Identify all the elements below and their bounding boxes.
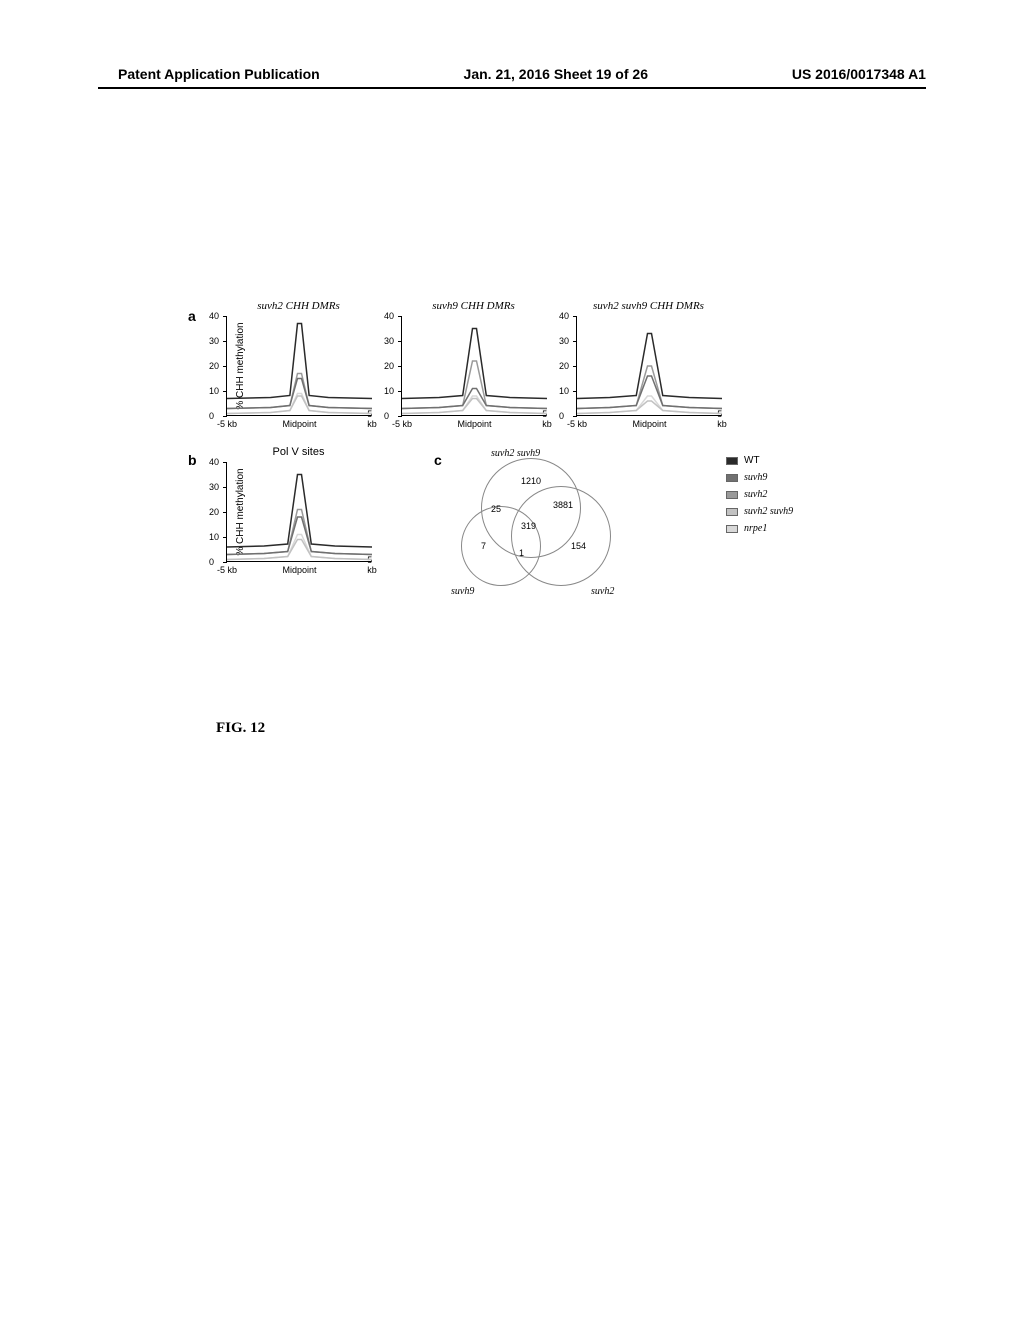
peak-line [227,540,372,560]
x-tick: -5 kb [217,565,237,575]
page-header: Patent Application Publication Jan. 21, … [0,66,1024,82]
header-right: US 2016/0017348 A1 [792,66,926,82]
y-tick: 10 [209,532,219,542]
legend-swatch [726,457,738,465]
x-tick: Midpoint [457,419,491,429]
chart-title: suvh2 suvh9 CHH DMRs [576,300,721,312]
peak-line [577,396,722,414]
y-tick: 40 [384,311,394,321]
y-tick: 0 [384,411,389,421]
venn-center: 319 [521,521,536,531]
y-tick: 40 [209,457,219,467]
legend-item: WT [726,455,793,466]
y-tick: 10 [559,386,569,396]
peak-line [402,361,547,409]
peak-line [577,366,722,409]
y-tick: 10 [209,386,219,396]
y-tick: 40 [209,311,219,321]
venn-left-right: 1 [519,548,524,558]
legend-swatch [726,508,738,516]
y-tick: 20 [384,361,394,371]
x-tick: -5 kb [392,419,412,429]
y-tick: 30 [559,336,569,346]
legend-item: suvh2 [726,489,793,500]
legend-label: suvh9 [744,472,767,483]
y-tick: 20 [209,507,219,517]
legend-swatch [726,474,738,482]
x-tick: Midpoint [632,419,666,429]
y-tick: 20 [559,361,569,371]
legend-swatch [726,525,738,533]
y-tick: 10 [384,386,394,396]
y-tick: 30 [209,336,219,346]
legend-item: nrpe1 [726,523,793,534]
legend-item: suvh9 [726,472,793,483]
y-tick: 20 [209,361,219,371]
y-tick: 40 [559,311,569,321]
venn-top-left: 25 [491,504,501,514]
chart-svg [577,316,722,416]
chart-suvh2-suvh9-dmrs: suvh2 suvh9 CHH DMRs 010203040-5 kbMidpo… [576,300,721,416]
venn-top-only: 1210 [521,476,541,486]
chart-svg [227,462,372,562]
figure-12: a suvh2 CHH DMRs % CHH methylation010203… [196,300,876,596]
chart-svg [402,316,547,416]
venn-top-right: 3881 [553,500,573,510]
peak-line [227,475,372,548]
y-tick: 0 [209,411,214,421]
x-tick: -5 kb [567,419,587,429]
chart-suvh2-dmrs: suvh2 CHH DMRs % CHH methylation01020304… [226,300,371,416]
x-tick: Midpoint [282,565,316,575]
venn-right-only: 154 [571,541,586,551]
panel-b-label: b [188,452,197,468]
legend-label: suvh2 suvh9 [744,506,793,517]
header-left: Patent Application Publication [118,66,320,82]
x-tick: Midpoint [282,419,316,429]
chart-svg [227,316,372,416]
header-center: Jan. 21, 2016 Sheet 19 of 26 [464,66,648,82]
chart-title: Pol V sites [226,446,371,458]
panel-b-row: Pol V sites % CHH methylation010203040-5… [196,446,876,596]
y-tick: 30 [384,336,394,346]
chart-title: suvh9 CHH DMRs [401,300,546,312]
panel-a-row: suvh2 CHH DMRs % CHH methylation01020304… [196,300,876,416]
venn-label-br: suvh2 [591,586,614,597]
figure-caption: FIG. 12 [216,720,265,737]
legend: WT suvh9 suvh2 suvh2 suvh9 nrpe1 [726,455,793,540]
header-divider [98,87,926,89]
y-tick: 0 [559,411,564,421]
peak-line [577,376,722,409]
peak-line [227,517,372,555]
venn-left-only: 7 [481,541,486,551]
legend-label: WT [744,455,760,466]
y-tick: 0 [209,557,214,567]
panel-a-label: a [188,308,196,324]
legend-label: suvh2 [744,489,767,500]
chart-polv-sites: Pol V sites % CHH methylation010203040-5… [226,446,371,562]
legend-label: nrpe1 [744,523,767,534]
chart-title: suvh2 CHH DMRs [226,300,371,312]
y-tick: 30 [209,482,219,492]
x-tick: -5 kb [217,419,237,429]
peak-line [402,399,547,414]
venn-label-bl: suvh9 [451,586,474,597]
venn-diagram: suvh2 suvh9 1210 25 3881 319 7 1 154 suv… [441,456,621,596]
chart-suvh9-dmrs: suvh9 CHH DMRs 010203040-5 kbMidpoint5 k… [401,300,546,416]
legend-item: suvh2 suvh9 [726,506,793,517]
peak-line [227,324,372,399]
legend-swatch [726,491,738,499]
